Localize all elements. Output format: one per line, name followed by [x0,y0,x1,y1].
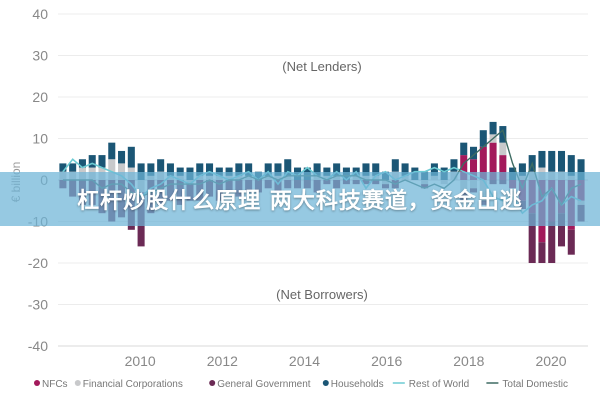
y-tick-label: 40 [32,6,48,22]
bar-financial-corporations [108,159,116,180]
y-tick-label: -20 [28,255,48,271]
y-tick-label: 30 [32,48,48,64]
bar-financial-corporations [118,163,126,180]
bar-households [274,163,282,176]
bar-households [225,167,233,176]
overlay-banner: 杠杆炒股什么原理 两大科技赛道，资金出逃 [0,172,600,226]
bar-households [157,159,165,172]
bar-households [557,150,566,172]
legend-label: Rest of World [409,379,469,390]
bar-general-government [528,213,536,263]
legend-marker [209,380,216,386]
x-tick-label: 2012 [207,353,238,369]
x-tick-label: 2016 [371,353,402,369]
bar-households [215,167,223,176]
x-tick-label: 2014 [289,353,320,369]
bar-households [166,163,174,176]
x-tick-label: 2018 [453,353,484,369]
bar-households [69,163,77,172]
bar-households [284,159,292,176]
bar-households [489,121,497,135]
bar-households [206,163,214,176]
bar-households [567,155,575,176]
bar-general-government [567,229,575,255]
bar-nfcs [499,155,507,180]
bar-households [333,163,341,176]
y-tick-label: -40 [28,338,48,354]
bar-households [98,155,106,168]
bar-households [430,163,438,176]
bar-households [127,146,135,168]
y-tick-label: -30 [28,297,48,313]
legend-label: General Government [217,379,311,390]
bar-households [147,163,155,176]
y-tick-label: 20 [32,89,48,105]
legend-label: NFCs [42,379,68,390]
bar-nfcs [489,142,497,180]
legend-label: Households [331,379,384,390]
bar-households [479,130,487,147]
bar-financial-corporations [499,142,507,156]
banner-text: 杠杆炒股什么原理 两大科技赛道，资金出逃 [77,189,523,214]
bar-households [518,163,526,176]
bar-households [323,167,331,176]
bar-households [499,126,507,143]
bar-households [469,146,478,160]
legend: NFCs Financial Corporations General Govern… [34,379,568,390]
legend-label: Total Domestic [502,379,568,390]
bar-households [196,163,204,176]
y-tick-label: 10 [32,131,48,147]
bar-households [401,163,409,176]
x-tick-label: 2010 [125,353,156,369]
annotation-net-borrowers: (Net Borrowers) [276,287,368,302]
bar-general-government [538,242,546,263]
bar-households [176,167,184,176]
bar-households [245,163,253,176]
bar-nfcs [479,146,487,180]
legend-label: Financial Corporations [83,379,183,390]
bar-households [313,163,321,176]
bar-nfcs [469,159,478,180]
x-tick-label: 2020 [535,353,566,369]
legend-marker [74,380,81,386]
bar-nfcs [460,155,468,180]
annotation-net-lenders: (Net Lenders) [282,59,361,74]
bar-households [538,150,546,168]
bar-households [460,142,468,156]
bar-households [118,150,126,164]
bar-households [577,159,585,180]
bar-households [59,163,67,172]
legend-marker [322,380,329,386]
bar-general-government [548,221,556,263]
bar-households [137,163,145,180]
bar-households [362,163,370,176]
bar-households [88,155,96,168]
bar-households [548,150,556,172]
bar-households [264,163,272,176]
legend-marker [34,380,40,386]
bar-households [372,163,380,176]
bar-general-government [557,213,566,247]
bar-households [391,159,399,172]
bar-households [235,163,243,176]
x-axis: 2010 2012 2014 2016 2018 2020 [125,353,567,369]
bar-households [78,159,86,168]
bar-households [108,142,116,160]
bar-households [450,159,458,172]
